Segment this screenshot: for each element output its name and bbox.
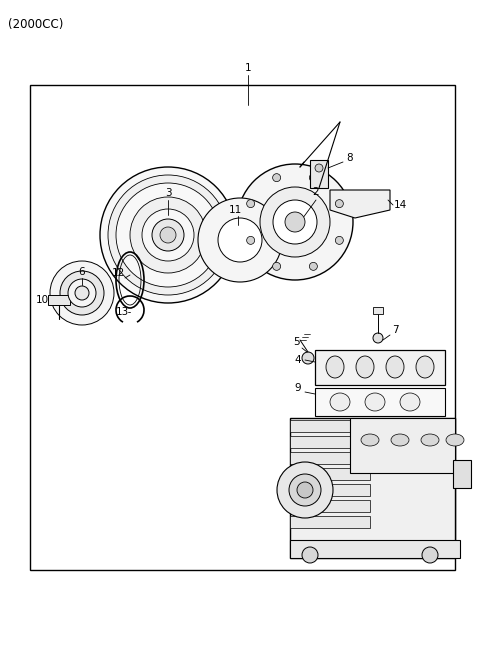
- Bar: [290, 452, 370, 464]
- Circle shape: [247, 236, 255, 245]
- Text: 8: 8: [347, 153, 353, 163]
- Text: 14: 14: [394, 200, 407, 210]
- Text: 7: 7: [392, 325, 398, 335]
- Text: 1: 1: [245, 63, 252, 73]
- Ellipse shape: [421, 434, 439, 446]
- Text: 6: 6: [79, 267, 85, 277]
- Ellipse shape: [356, 356, 374, 378]
- Bar: [48, 295, 70, 305]
- Bar: [373, 307, 383, 314]
- Bar: [290, 500, 370, 512]
- Circle shape: [108, 175, 228, 295]
- Circle shape: [237, 164, 353, 280]
- Circle shape: [50, 261, 114, 325]
- Circle shape: [315, 164, 323, 172]
- Circle shape: [302, 352, 314, 364]
- Ellipse shape: [391, 434, 409, 446]
- Circle shape: [142, 209, 194, 261]
- Bar: [350, 418, 455, 473]
- Bar: [290, 468, 370, 480]
- Circle shape: [336, 199, 343, 208]
- Bar: [453, 460, 471, 488]
- Bar: [290, 436, 370, 448]
- Circle shape: [297, 482, 313, 498]
- Ellipse shape: [416, 356, 434, 378]
- Polygon shape: [330, 190, 390, 218]
- Circle shape: [273, 262, 281, 270]
- Ellipse shape: [400, 393, 420, 411]
- Circle shape: [247, 199, 255, 208]
- Circle shape: [273, 200, 317, 244]
- Circle shape: [100, 167, 236, 303]
- Text: 2: 2: [312, 187, 319, 197]
- Circle shape: [152, 219, 184, 251]
- Ellipse shape: [326, 356, 344, 378]
- Bar: [315, 388, 445, 416]
- Circle shape: [130, 197, 206, 273]
- Ellipse shape: [365, 393, 385, 411]
- Circle shape: [198, 198, 282, 282]
- Circle shape: [336, 236, 343, 245]
- Bar: [310, 160, 328, 188]
- Bar: [30, 85, 455, 570]
- Bar: [290, 420, 370, 432]
- Circle shape: [302, 547, 318, 563]
- Text: 10: 10: [36, 295, 48, 305]
- Bar: [290, 484, 370, 496]
- Circle shape: [273, 174, 281, 182]
- Text: 11: 11: [228, 205, 241, 215]
- Text: 4: 4: [295, 355, 301, 365]
- Circle shape: [75, 286, 89, 300]
- Text: 13: 13: [115, 307, 129, 317]
- Text: 3: 3: [165, 188, 171, 198]
- Ellipse shape: [386, 356, 404, 378]
- Ellipse shape: [330, 393, 350, 411]
- Text: 5: 5: [293, 337, 300, 347]
- Bar: [315, 350, 445, 385]
- Bar: [290, 418, 455, 558]
- Polygon shape: [290, 540, 460, 558]
- Circle shape: [285, 212, 305, 232]
- Bar: [290, 516, 370, 528]
- Circle shape: [218, 218, 262, 262]
- Circle shape: [68, 279, 96, 307]
- Circle shape: [373, 333, 383, 343]
- Circle shape: [160, 227, 176, 243]
- Circle shape: [260, 187, 330, 257]
- Ellipse shape: [446, 434, 464, 446]
- Circle shape: [277, 462, 333, 518]
- Text: (2000CC): (2000CC): [8, 18, 63, 31]
- Circle shape: [422, 547, 438, 563]
- Text: 12: 12: [111, 268, 125, 278]
- Circle shape: [310, 174, 317, 182]
- Circle shape: [310, 262, 317, 270]
- Circle shape: [116, 183, 220, 287]
- Circle shape: [289, 474, 321, 506]
- Text: 9: 9: [295, 383, 301, 393]
- Circle shape: [60, 271, 104, 315]
- Ellipse shape: [361, 434, 379, 446]
